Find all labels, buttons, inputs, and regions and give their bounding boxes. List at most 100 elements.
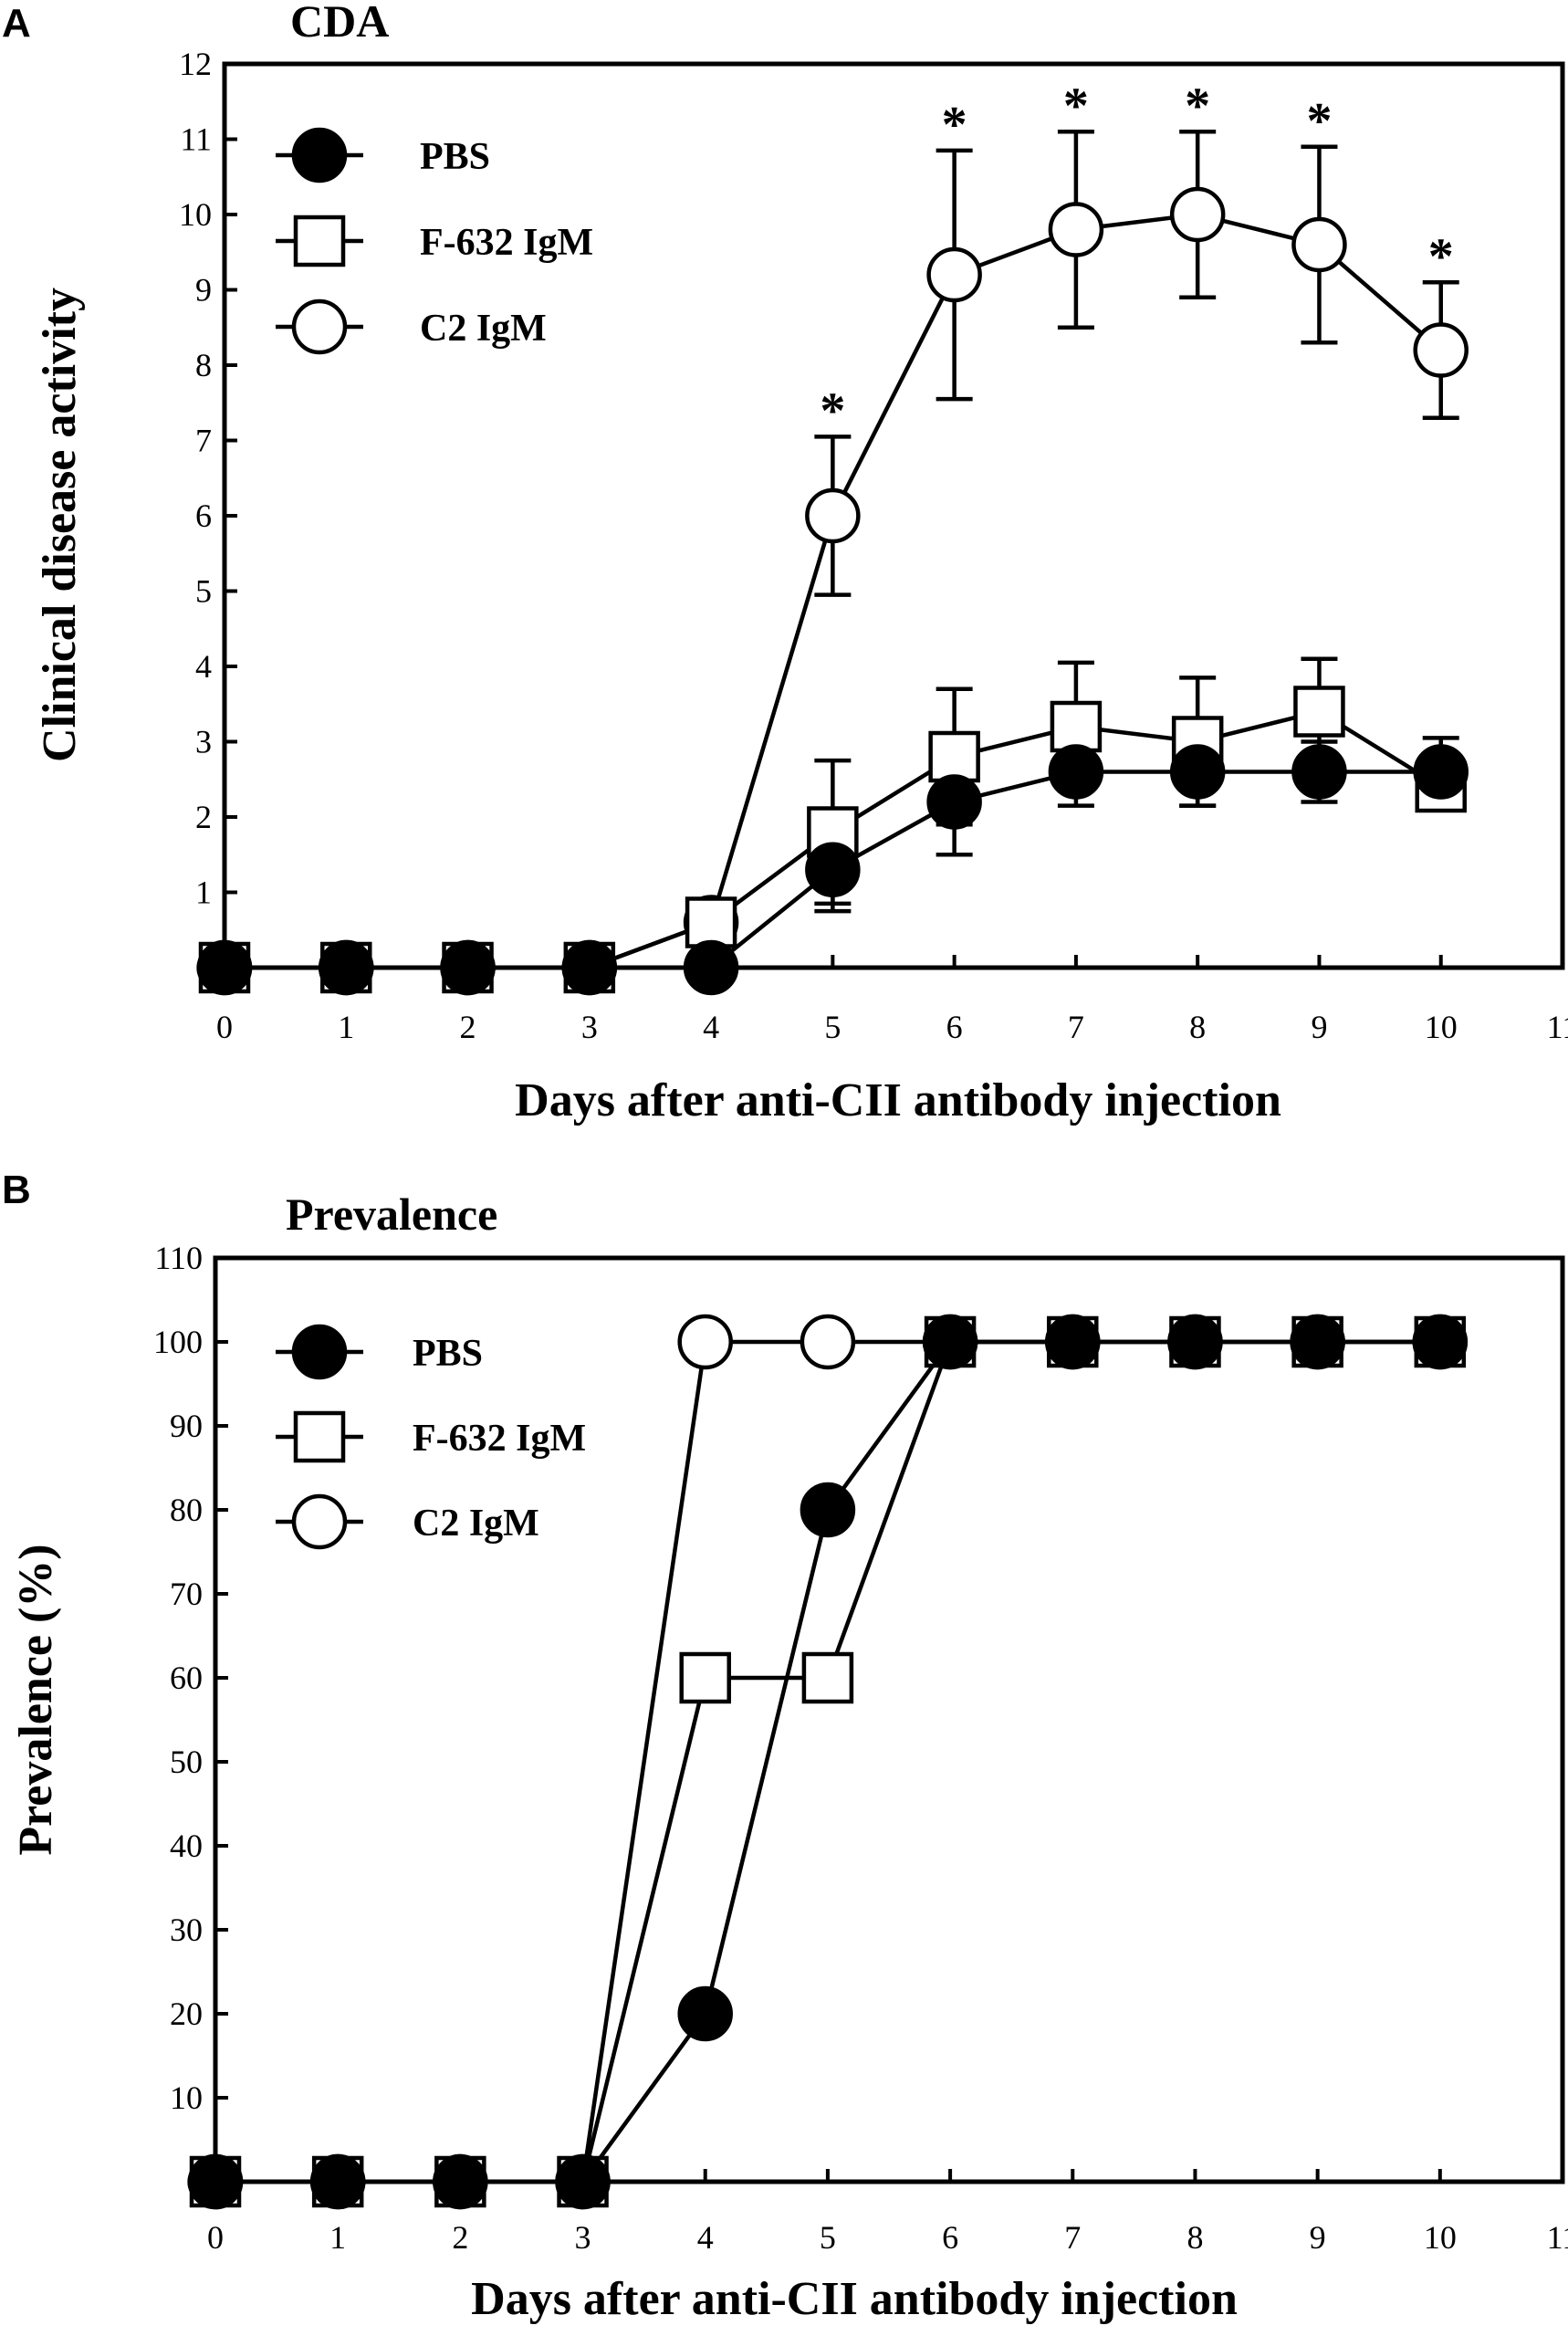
panel-b-y-tick-label: 20 xyxy=(170,1996,203,2032)
panel-b-plot-frame xyxy=(213,1255,1565,2184)
panel-a-plot: 012345678910111201234567891011******PBSF… xyxy=(179,46,1568,1045)
panel-b-legend-label: C2 IgM xyxy=(413,1503,539,1545)
panel-b-x-tick-label: 6 xyxy=(942,2219,958,2256)
panel-b-legend-label: F-632 IgM xyxy=(413,1418,586,1460)
panel-b-x-tick-label: 10 xyxy=(1424,2219,1457,2256)
panel-a-y-tick-label: 10 xyxy=(179,196,212,233)
panel-a-data-point-f-632-igm xyxy=(685,896,737,948)
panel-b-data-point-pbs xyxy=(1290,1314,1345,1370)
panel-a-significance-star: * xyxy=(1063,78,1089,134)
panel-b-series-line-c2-igm xyxy=(215,1339,1440,2184)
panel-a-significance-star: * xyxy=(942,97,967,153)
panel-a-significance-star: * xyxy=(1428,228,1454,285)
panel-b-y-tick-label: 80 xyxy=(170,1492,203,1528)
panel-b-data-point-c2-igm xyxy=(677,1314,733,1370)
panel-a-title: CDA xyxy=(290,0,389,47)
panel-b-x-tick-label: 3 xyxy=(575,2219,591,2256)
panel-b-legend-marker xyxy=(291,1324,348,1380)
panel-b-series-line-f-632-igm xyxy=(215,1339,1440,2184)
panel-a-y-tick-label: 5 xyxy=(195,573,212,610)
panel-a-legend-marker xyxy=(291,127,348,183)
panel-a-y-tick-label: 2 xyxy=(195,799,212,835)
panel-a-data-point-c2-igm xyxy=(1413,322,1469,378)
panel-b-y-tick-label: 90 xyxy=(170,1408,203,1444)
panel-a-y-tick-label: 9 xyxy=(195,272,212,309)
panel-a-data-point-pbs xyxy=(196,939,253,996)
panel-b-x-tick-label: 0 xyxy=(207,2219,224,2256)
panel-b-y-tick-label: 70 xyxy=(170,1576,203,1612)
panel-b-data-point-pbs xyxy=(1167,1314,1223,1370)
panel-a-data-point-f-632-igm xyxy=(1050,700,1103,753)
panel-a-plot-frame xyxy=(222,61,1565,970)
panel-a-data-point-pbs xyxy=(440,939,496,996)
panel-a-significance-star: * xyxy=(1185,78,1210,134)
panel-a-data-point-f-632-igm xyxy=(928,730,980,783)
panel-a-data-point-pbs xyxy=(1048,744,1104,800)
panel-b-data-point-pbs xyxy=(922,1314,978,1370)
panel-a-significance-star: * xyxy=(1306,93,1332,150)
panel-a-x-tick-label: 8 xyxy=(1189,1009,1206,1045)
panel-a-x-axis-label: Days after anti-CII antibody injection xyxy=(515,1074,1281,1126)
panel-a-x-tick-label: 10 xyxy=(1425,1009,1458,1045)
panel-b-y-tick-label: 50 xyxy=(170,1744,203,1780)
panel-b-title: Prevalence xyxy=(286,1189,497,1240)
panel-a-y-tick-label: 11 xyxy=(180,121,212,158)
panel-a-legend-label: PBS xyxy=(420,136,490,178)
panel-a-data-point-pbs xyxy=(1291,744,1347,800)
panel-b-data-point-pbs xyxy=(433,2153,488,2210)
panel-a-x-tick-label: 0 xyxy=(216,1009,233,1045)
panel-b-x-tick-label: 9 xyxy=(1310,2219,1326,2256)
panel-b-x-tick-label: 1 xyxy=(329,2219,346,2256)
panel-b-data-point-pbs xyxy=(677,1985,733,2042)
panel-a-x-tick-label: 3 xyxy=(581,1009,598,1045)
panel-a-letter: A xyxy=(2,1,31,46)
panel-a-y-tick-label: 7 xyxy=(195,423,212,459)
panel-a-data-point-c2-igm xyxy=(1048,202,1104,257)
panel-b-y-tick-label: 10 xyxy=(170,2079,203,2116)
panel-a-data-point-f-632-igm xyxy=(1293,686,1345,738)
panel-a-data-point-pbs xyxy=(1413,744,1469,800)
panel-a-data-point-pbs xyxy=(926,774,982,830)
panel-b-y-tick-label: 100 xyxy=(153,1324,203,1360)
panel-b-x-tick-label: 8 xyxy=(1186,2219,1203,2256)
panel-a-data-point-c2-igm xyxy=(805,487,861,544)
panel-a-data-point-pbs xyxy=(561,939,618,996)
panel-a-x-tick-label: 2 xyxy=(460,1009,476,1045)
panel-b-y-tick-label: 110 xyxy=(154,1240,203,1276)
panel-b-data-point-pbs xyxy=(187,2153,244,2210)
panel-a-y-tick-label: 8 xyxy=(195,347,212,383)
panel-b-y-axis-label: Prevalence (%) xyxy=(10,1544,62,1855)
panel-a-x-tick-label: 6 xyxy=(946,1009,963,1045)
panel-b-y-tick-label: 40 xyxy=(170,1828,203,1864)
panel-b-data-point-c2-igm xyxy=(800,1314,856,1370)
panel-b-legend-label: PBS xyxy=(413,1333,483,1375)
panel-a-data-point-pbs xyxy=(683,939,739,996)
panel-a-legend-marker xyxy=(293,215,346,267)
panel-b-x-tick-label: 7 xyxy=(1064,2219,1081,2256)
panel-a-legend-marker xyxy=(291,299,348,355)
panel-a-y-tick-label: 4 xyxy=(195,648,212,685)
panel-a-x-tick-label: 9 xyxy=(1311,1009,1327,1045)
panel-a-x-tick-label: 11 xyxy=(1547,1009,1568,1045)
panel-a-data-point-pbs xyxy=(805,842,861,897)
panel-b-legend-marker xyxy=(291,1493,348,1550)
panel-b-y-tick-label: 60 xyxy=(170,1660,203,1696)
panel-b-legend-marker xyxy=(293,1410,346,1463)
panel-b-x-tick-label: 5 xyxy=(820,2219,836,2256)
panel-b-data-point-f-632-igm xyxy=(801,1651,854,1704)
panel-b-data-point-pbs xyxy=(1412,1314,1469,1370)
panel-a-x-tick-label: 5 xyxy=(824,1009,841,1045)
panel-a-x-tick-label: 7 xyxy=(1068,1009,1084,1045)
panel-a-y-tick-label: 12 xyxy=(179,46,212,82)
panel-b-x-axis-label: Days after anti-CII antibody injection xyxy=(471,2273,1238,2325)
panel-a-y-tick-label: 6 xyxy=(195,498,212,534)
panel-a-legend-label: C2 IgM xyxy=(420,308,547,350)
panel-a-legend-label: F-632 IgM xyxy=(420,222,593,264)
panel-b-x-tick-label: 4 xyxy=(697,2219,714,2256)
panel-a-y-axis-label: Clinical disease activity xyxy=(34,288,86,762)
panel-a-y-tick-label: 3 xyxy=(195,724,212,760)
panel-b-data-point-f-632-igm xyxy=(679,1651,731,1704)
panel-a-x-tick-label: 1 xyxy=(338,1009,354,1045)
panel-b-x-tick-label: 2 xyxy=(452,2219,468,2256)
panel-b-x-tick-label: 11 xyxy=(1547,2219,1568,2256)
